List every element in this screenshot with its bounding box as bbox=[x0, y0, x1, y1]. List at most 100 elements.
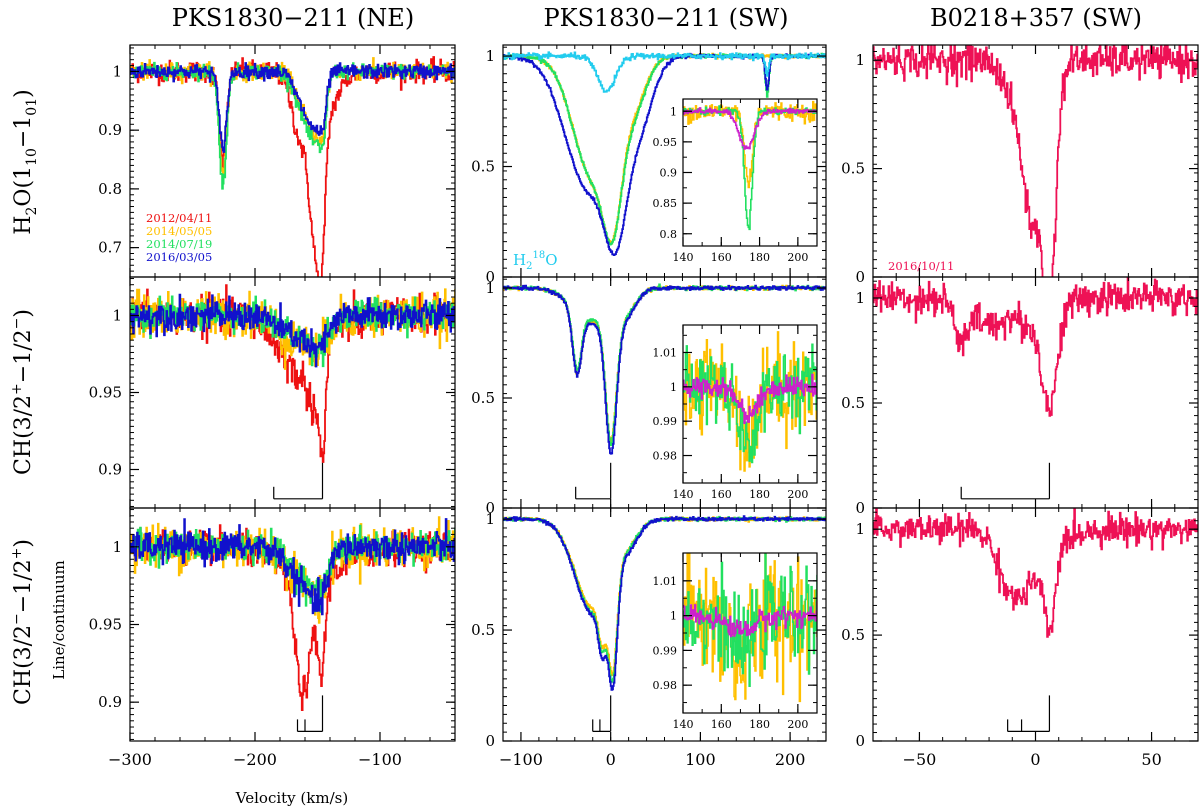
y-tick-label: 0.98 bbox=[653, 679, 678, 692]
x-tick-label: −100 bbox=[358, 750, 402, 769]
x-tick-label: 180 bbox=[749, 488, 770, 501]
x-tick-label: 0 bbox=[606, 750, 616, 769]
series-line-mean bbox=[683, 107, 817, 150]
y-tick-label: 1 bbox=[112, 538, 122, 556]
y-tick-label: 0.5 bbox=[471, 389, 495, 407]
series-line-2016-10-11 bbox=[873, 45, 1198, 277]
panel-F: 00.51 bbox=[841, 276, 1199, 517]
y-tick-label: 1 bbox=[112, 62, 122, 80]
y-tick-label: 1 bbox=[485, 47, 495, 65]
series-line-2016-03-05 bbox=[130, 62, 455, 153]
panel-H-inset: 0.98 0.99 1 1.01 140 160 180 200 bbox=[653, 552, 818, 731]
panel-frame bbox=[872, 507, 1199, 742]
y-tick-label: 1.01 bbox=[653, 346, 678, 359]
y-tick-label: 0.9 bbox=[660, 167, 678, 180]
panel-I: 0 0.5 1 −50 0 50 bbox=[841, 507, 1199, 769]
x-axis-title: Velocity (km/s) bbox=[235, 789, 348, 807]
series-line-mean bbox=[683, 601, 817, 638]
x-tick-label: 140 bbox=[673, 718, 694, 731]
y-tick-label: 1 bbox=[670, 381, 677, 394]
series-line-h2-18o bbox=[503, 51, 826, 93]
panel-H: 00.51−100 0 100 200 bbox=[471, 507, 827, 769]
h2-18o-label: H218O bbox=[513, 250, 558, 272]
y-tick-label: 0 bbox=[855, 499, 865, 517]
y-tick-label: 1.01 bbox=[653, 575, 678, 588]
y-tick-label: 0.99 bbox=[653, 644, 678, 657]
y-tick-label: 0.95 bbox=[89, 384, 122, 402]
legend-entry: 2014/07/19 bbox=[146, 237, 212, 251]
y-tick-label: 0.9 bbox=[98, 693, 122, 711]
y-tick-label: 0.95 bbox=[89, 616, 122, 634]
x-tick-label: 200 bbox=[787, 488, 808, 501]
panel-frame bbox=[872, 44, 1199, 278]
y-tick-label: 0 bbox=[485, 499, 495, 517]
panel-C: 0 0.5 1 2016/10/11 bbox=[841, 44, 1199, 286]
panel-D: 0.9 0.95 1 bbox=[89, 276, 456, 509]
x-tick-label: −100 bbox=[499, 750, 543, 769]
y-tick-label: 0.7 bbox=[98, 239, 122, 257]
panels: 0.7 0.8 0.9 1 2012/04/112014/05/052014/07/19… bbox=[89, 44, 1199, 769]
x-tick-label: 180 bbox=[749, 251, 770, 264]
row-label-1: H2O(110−101) bbox=[11, 89, 40, 234]
y-tick-label: 0 bbox=[855, 732, 865, 750]
y-tick-label: 0.8 bbox=[660, 228, 678, 241]
y-tick-label: 1 bbox=[855, 51, 865, 69]
y-tick-label: 0.8 bbox=[98, 180, 122, 198]
x-tick-label: 200 bbox=[787, 718, 808, 731]
series-line-2016-10-11 bbox=[873, 277, 1198, 417]
svg-text:H2O(110−101): H2O(110−101) bbox=[11, 89, 40, 234]
y-tick-label: 0.5 bbox=[471, 621, 495, 639]
column-title-3: B0218+357 (SW) bbox=[930, 4, 1142, 32]
panel-G: 0.9 0.95 1 −300 −200 −100 bbox=[89, 507, 456, 769]
y-tick-label: 1 bbox=[485, 510, 495, 528]
x-tick-label: 160 bbox=[711, 251, 732, 264]
series-line-mean bbox=[683, 373, 817, 424]
y-tick-label: 0.5 bbox=[841, 394, 865, 412]
x-tick-label: 160 bbox=[711, 718, 732, 731]
y-tick-label: 1 bbox=[485, 279, 495, 297]
x-tick-label: 160 bbox=[711, 488, 732, 501]
y-tick-label: 1 bbox=[670, 610, 677, 623]
x-tick-label: 200 bbox=[787, 251, 808, 264]
y-tick-label: 0.98 bbox=[653, 450, 678, 463]
y-tick-label: 1 bbox=[670, 105, 677, 118]
x-tick-label: 140 bbox=[673, 251, 694, 264]
legend-entry: 2012/04/11 bbox=[146, 211, 212, 225]
panel-E-inset: 0.98 0.99 1 1.01 140 160 180 200 bbox=[653, 324, 818, 501]
row-label-3: CH(3/2−−1/2+) bbox=[9, 539, 36, 705]
x-tick-label: 0 bbox=[1030, 750, 1040, 769]
x-tick-label: 50 bbox=[1141, 750, 1161, 769]
svg-text:CH(3/2−−1/2+): CH(3/2−−1/2+) bbox=[9, 539, 36, 705]
series-line-2016-10-11 bbox=[873, 508, 1198, 638]
series-line-2016-03-05 bbox=[503, 515, 826, 691]
y-tick-label: 0.5 bbox=[471, 158, 495, 176]
series-line-2014-07-19 bbox=[683, 343, 817, 464]
y-tick-label: 0 bbox=[485, 268, 495, 286]
y-tick-label: 0 bbox=[485, 732, 495, 750]
y-tick-label: 0.5 bbox=[841, 160, 865, 178]
y-tick-label: 0.5 bbox=[841, 626, 865, 644]
x-tick-label: −50 bbox=[903, 750, 937, 769]
column-title-2: PKS1830−211 (SW) bbox=[544, 4, 789, 32]
series-line-2014-07-19 bbox=[683, 553, 817, 687]
y-tick-label: 1 bbox=[855, 520, 865, 538]
x-tick-label: 200 bbox=[775, 750, 806, 769]
svg-text:CH(3/2+−1/2−): CH(3/2+−1/2−) bbox=[9, 309, 36, 475]
y-tick-label: 0.9 bbox=[98, 461, 122, 479]
legend-entry: 2016/03/05 bbox=[146, 250, 212, 264]
panel-A: 0.7 0.8 0.9 1 2012/04/112014/05/052014/07/19… bbox=[98, 44, 456, 278]
x-tick-label: −200 bbox=[233, 750, 277, 769]
column-title-1: PKS1830−211 (NE) bbox=[172, 4, 414, 32]
legend-entry: 2016/10/11 bbox=[888, 259, 954, 273]
series-line-2016-03-05 bbox=[130, 518, 455, 616]
y-tick-label: 0 bbox=[855, 268, 865, 286]
y-tick-label: 0.99 bbox=[653, 415, 678, 428]
y-tick-label: 1 bbox=[112, 307, 122, 325]
x-tick-label: 180 bbox=[749, 718, 770, 731]
panel-B-inset: 0.8 0.85 0.9 0.95 1 140 160 180 200 bbox=[653, 98, 818, 264]
x-tick-label: 140 bbox=[673, 488, 694, 501]
series-line-2016-03-05 bbox=[130, 293, 455, 368]
legend-entry: 2014/05/05 bbox=[146, 224, 212, 238]
y-tick-label: 0.85 bbox=[653, 197, 678, 210]
